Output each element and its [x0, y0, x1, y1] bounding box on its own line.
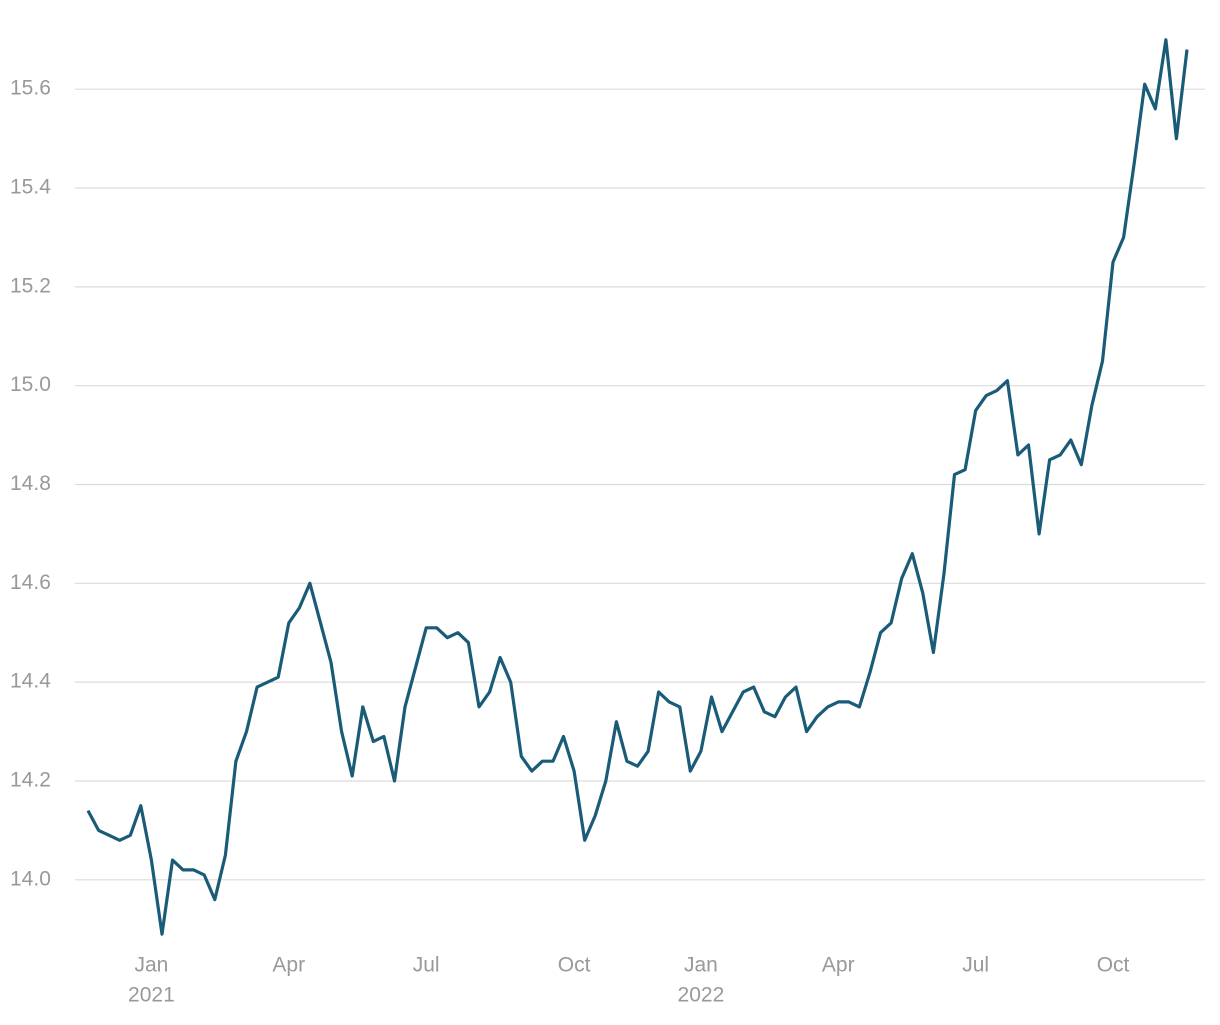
y-tick-label: 14.0 [10, 867, 51, 890]
x-year-label: 2021 [128, 984, 175, 1007]
x-tick-label: Jul [413, 954, 440, 977]
x-tick-label: Jan [134, 954, 168, 977]
y-tick-label: 15.2 [10, 274, 51, 297]
x-tick-label: Jul [962, 954, 989, 977]
y-tick-label: 14.6 [10, 571, 51, 594]
x-tick-label: Apr [822, 954, 855, 977]
line [86, 38, 1189, 936]
x-tick-label: Apr [272, 954, 305, 977]
y-tick-label: 14.8 [10, 472, 51, 495]
y-tick-label: 14.2 [10, 769, 51, 792]
y-tick-label: 15.4 [10, 176, 51, 199]
x-tick-label: Oct [558, 954, 591, 977]
y-tick-label: 14.4 [10, 670, 51, 693]
y-tick-label: 15.6 [10, 77, 51, 100]
x-tick-label: Jan [684, 954, 718, 977]
y-tick-label: 15.0 [10, 373, 51, 396]
x-year-label: 2022 [678, 984, 725, 1007]
x-tick-label: Oct [1097, 954, 1130, 977]
